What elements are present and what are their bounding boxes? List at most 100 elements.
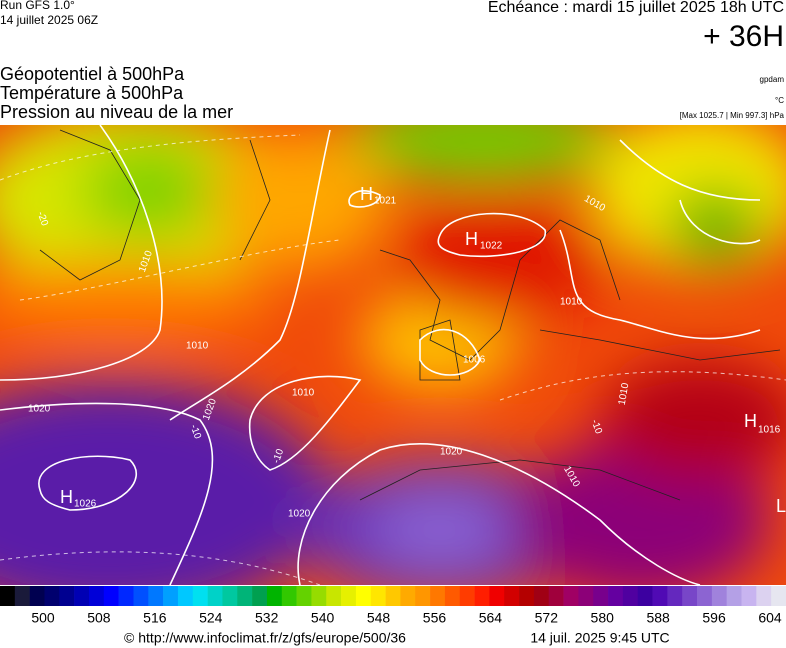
- colorbar-swatch: [296, 586, 312, 606]
- colorbar-swatch: [622, 586, 638, 606]
- colorbar-label: 588: [646, 610, 670, 626]
- colorbar-label: 508: [87, 610, 111, 626]
- colorbar-swatch: [741, 586, 757, 606]
- colorbar-swatch: [711, 586, 727, 606]
- high-letter: H: [465, 229, 478, 249]
- colorbar-swatch: [0, 586, 16, 606]
- temperature-label: -10: [589, 418, 604, 436]
- colorbar-swatch: [74, 586, 90, 606]
- colorbar-label: 548: [367, 610, 391, 626]
- colorbar-swatch: [400, 586, 416, 606]
- isobar-label: 1010: [617, 382, 632, 406]
- colorbar-swatch: [726, 586, 742, 606]
- isobar-label: 1010: [292, 388, 315, 399]
- colorbar-swatch: [281, 586, 297, 606]
- high-value: 1016: [758, 425, 781, 436]
- colorbar-swatch: [474, 586, 490, 606]
- colorbar-label: 500: [31, 610, 55, 626]
- colorbar-label: 516: [143, 610, 167, 626]
- colorbar-swatch: [311, 586, 327, 606]
- unit-pressure: [Max 1025.7 | Min 997.3] hPa: [680, 111, 785, 120]
- colorbar-swatch: [326, 586, 342, 606]
- colorbar-swatch: [504, 586, 520, 606]
- colorbar-swatch: [177, 586, 194, 606]
- colorbar-swatch: [578, 586, 594, 606]
- high-letter: H: [60, 487, 73, 507]
- colorbar-swatch: [44, 586, 60, 606]
- colorbar-swatch: [430, 586, 446, 606]
- colorbar-swatch: [252, 586, 268, 606]
- colorbar-label: 532: [255, 610, 279, 626]
- temperature-label: -20: [35, 210, 50, 228]
- colorbar-label: 604: [758, 610, 782, 626]
- title: Géopotentiel à 500hPa: [0, 64, 185, 84]
- colorbar-swatch: [192, 586, 208, 606]
- colorbar-swatch: [682, 586, 698, 606]
- colorbar-label: 580: [591, 610, 615, 626]
- colorbar-label: 596: [702, 610, 726, 626]
- colorbar-swatch: [355, 586, 372, 606]
- temperature-label: -10: [271, 447, 286, 465]
- title: Pression au niveau de la mer: [0, 102, 233, 122]
- source-url: © http://www.infoclimat.fr/z/gfs/europe/…: [124, 630, 406, 646]
- isobar-label: 1020: [28, 404, 51, 415]
- colorbar-label: 572: [535, 610, 559, 626]
- high-letter: H: [744, 411, 757, 431]
- colorbar-swatch: [148, 586, 164, 606]
- colorbar-swatch: [637, 586, 653, 606]
- run-date: 14 juillet 2025 06Z: [0, 13, 98, 27]
- isobar-label: 1010: [560, 297, 583, 308]
- colorbar-swatch: [533, 586, 550, 606]
- colorbar-swatch: [88, 586, 105, 606]
- colorbar-label: 556: [423, 610, 447, 626]
- high-value: 1021: [374, 196, 397, 207]
- colorbar-swatch: [385, 586, 401, 606]
- issued-time: 14 juil. 2025 9:45 UTC: [530, 630, 669, 646]
- isobar-label: 1020: [440, 447, 463, 458]
- colorbar-label: 540: [311, 610, 335, 626]
- run-label: Run GFS 1.0°: [0, 0, 75, 12]
- colorbar-label: 564: [479, 610, 503, 626]
- colorbar-swatch: [415, 586, 431, 606]
- colorbar-label: 524: [199, 610, 223, 626]
- colorbar-swatch: [771, 586, 786, 606]
- colorbar-swatch: [163, 586, 179, 606]
- colorbar-swatch: [756, 586, 772, 606]
- colorbar-swatch: [59, 586, 75, 606]
- valid-time: Echéance : mardi 15 juillet 2025 18h UTC: [488, 0, 784, 16]
- unit-temperature: °C: [775, 96, 784, 105]
- title: Température à 500hPa: [0, 83, 184, 103]
- unit-geopotential: gpdam: [760, 75, 785, 84]
- colorbar-swatch: [341, 586, 357, 606]
- colorbar-swatch: [608, 586, 624, 606]
- high-value: 1026: [74, 499, 97, 510]
- colorbar-swatch: [118, 586, 134, 606]
- colorbar-swatch: [563, 586, 579, 606]
- high-value: 1022: [480, 241, 503, 252]
- lead-time: + 36H: [703, 20, 784, 53]
- colorbar-swatch: [14, 586, 30, 606]
- low-letter: L: [776, 496, 786, 516]
- colorbar-swatch: [459, 586, 475, 606]
- colorbar-swatch: [593, 586, 609, 606]
- colorbar-swatch: [652, 586, 668, 606]
- colorbar-swatch: [548, 586, 564, 606]
- colorbar-swatch: [444, 586, 461, 606]
- colorbar-swatch: [266, 586, 283, 606]
- colorbar-swatch: [133, 586, 149, 606]
- colorbar-swatch: [370, 586, 386, 606]
- colorbar-swatch: [103, 586, 119, 606]
- colorbar-swatch: [237, 586, 253, 606]
- colorbar-swatch: [667, 586, 683, 606]
- isobar-label: 1006: [463, 355, 486, 366]
- map-field: [0, 125, 786, 585]
- colorbar-swatch: [29, 586, 45, 606]
- isobar-label: 1010: [186, 341, 209, 352]
- isobar-label: 1020: [288, 509, 311, 520]
- colorbar-swatch: [222, 586, 238, 606]
- colorbar-swatch: [207, 586, 223, 606]
- temperature-label: -10: [188, 423, 203, 441]
- high-letter: H: [360, 184, 373, 204]
- colorbar-swatch: [519, 586, 535, 606]
